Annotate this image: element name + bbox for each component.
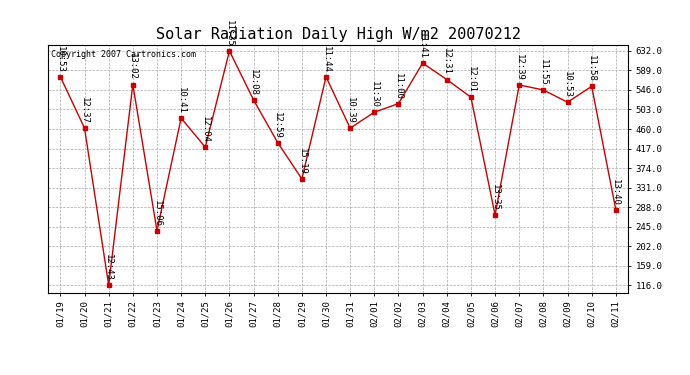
Text: 11:44: 11:44 xyxy=(322,46,331,73)
Text: 12:04: 12:04 xyxy=(201,116,210,143)
Text: 12:01: 12:01 xyxy=(466,66,475,93)
Text: 11:55: 11:55 xyxy=(539,59,548,86)
Text: 11:41: 11:41 xyxy=(418,32,427,59)
Text: 11:00: 11:00 xyxy=(394,72,403,99)
Text: 11:30: 11:30 xyxy=(370,81,379,108)
Text: 13:40: 13:40 xyxy=(611,179,620,206)
Text: 12:31: 12:31 xyxy=(442,48,451,75)
Text: 11:58: 11:58 xyxy=(587,55,596,82)
Text: 12:37: 12:37 xyxy=(80,97,89,124)
Text: 12:59: 12:59 xyxy=(273,112,282,138)
Text: 11:35: 11:35 xyxy=(225,20,234,47)
Text: 10:53: 10:53 xyxy=(563,71,572,98)
Text: 15:19: 15:19 xyxy=(297,148,306,175)
Text: 12:39: 12:39 xyxy=(515,54,524,81)
Text: 13:02: 13:02 xyxy=(128,54,137,80)
Text: 15:06: 15:06 xyxy=(152,200,161,226)
Text: 12:08: 12:08 xyxy=(249,69,258,96)
Text: 10:53: 10:53 xyxy=(56,46,65,73)
Text: 13:35: 13:35 xyxy=(491,184,500,211)
Text: 10:39: 10:39 xyxy=(346,97,355,124)
Text: 12:43: 12:43 xyxy=(104,254,113,281)
Text: Copyright 2007 Cartronics.com: Copyright 2007 Cartronics.com xyxy=(51,50,196,59)
Title: Solar Radiation Daily High W/m2 20070212: Solar Radiation Daily High W/m2 20070212 xyxy=(156,27,520,42)
Text: 10:41: 10:41 xyxy=(177,87,186,114)
